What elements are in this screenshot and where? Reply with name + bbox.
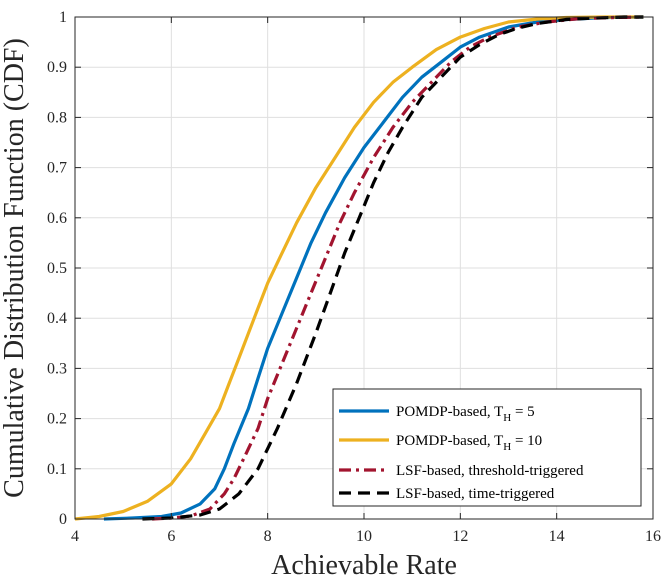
legend-subscript: H (503, 441, 511, 453)
legend-label: LSF-based, threshold-triggered (396, 463, 584, 479)
y-tick-label: 0.9 (47, 59, 67, 76)
legend-entry-3: LSF-based, threshold-triggered (396, 463, 584, 479)
y-tick-label: 0.4 (47, 310, 67, 327)
legend-value: = 5 (511, 404, 534, 420)
legend-entry-1: POMDP-based, TH = 5 (396, 404, 535, 424)
series-line-2 (74, 15, 644, 521)
x-tick-label: 4 (71, 528, 79, 545)
x-tick-label: 6 (167, 528, 175, 545)
axis-ticks (74, 16, 654, 520)
x-tick-label: 8 (264, 528, 272, 545)
y-axis-label: Cumulative Distribution Function (CDF) (0, 38, 30, 498)
legend-subscript: H (503, 412, 511, 424)
y-tick-labels: 0 0.1 0.2 0.3 0.4 0.5 0.6 0.7 0.8 0.9 1 (47, 9, 67, 528)
series-line-1 (103, 15, 644, 521)
x-tick-label: 16 (645, 528, 661, 545)
y-tick-label: 0.3 (47, 360, 67, 377)
series-line-3 (152, 15, 644, 521)
legend-label: POMDP-based, T (396, 433, 503, 449)
x-tick-label: 12 (452, 528, 468, 545)
series-line-4 (142, 15, 644, 521)
y-tick-label: 1 (59, 9, 67, 26)
series-lines (74, 15, 644, 521)
y-tick-label: 0.1 (47, 461, 67, 478)
x-axis-label: Achievable Rate (271, 550, 457, 581)
legend-label: POMDP-based, T (396, 404, 503, 420)
y-tick-label: 0.8 (47, 109, 67, 126)
y-tick-label: 0.5 (47, 260, 67, 277)
y-tick-label: 0 (59, 511, 67, 528)
x-tick-labels: 4 6 8 10 12 14 16 (71, 528, 661, 545)
x-tick-label: 10 (356, 528, 372, 545)
legend-value: = 10 (511, 433, 542, 449)
y-tick-label: 0.7 (47, 160, 67, 177)
legend-label: LSF-based, time-triggered (396, 486, 555, 502)
legend-box (332, 388, 642, 507)
x-tick-label: 14 (549, 528, 565, 545)
y-tick-label: 0.2 (47, 411, 67, 428)
y-tick-label: 0.6 (47, 210, 67, 227)
legend-entry-2: POMDP-based, TH = 10 (396, 433, 542, 453)
legend-entry-4: LSF-based, time-triggered (396, 486, 555, 502)
